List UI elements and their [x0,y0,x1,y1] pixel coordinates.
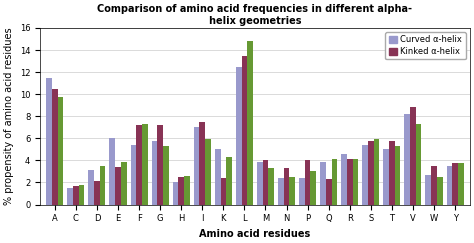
Title: Comparison of amino acid frequencies in different alpha-
helix geometries: Comparison of amino acid frequencies in … [98,4,412,26]
Bar [290,177,295,205]
Bar [426,175,431,205]
Bar [178,177,184,205]
Bar [320,162,326,205]
Bar [226,157,232,205]
Bar [200,122,205,205]
Bar [458,163,464,205]
Bar [284,168,290,205]
Bar [109,138,115,205]
Bar [163,146,169,205]
Bar [347,159,353,205]
Bar [353,159,358,205]
Bar [67,188,73,205]
Bar [341,154,347,205]
Bar [152,140,157,205]
Bar [94,181,100,205]
Bar [416,124,421,205]
Bar [184,176,190,205]
Bar [242,56,247,205]
Bar [89,170,94,205]
Bar [331,159,337,205]
Bar [299,178,305,205]
Bar [136,125,142,205]
Bar [310,172,316,205]
Bar [268,168,274,205]
Bar [437,177,443,205]
Bar [46,78,52,205]
Bar [121,162,127,205]
Bar [389,140,395,205]
Bar [257,162,263,205]
Bar [100,166,106,205]
Bar [362,145,368,205]
Bar [73,186,79,205]
Bar [52,89,58,205]
Bar [58,97,64,205]
Bar [447,166,452,205]
Y-axis label: % propensity of amino acid residues: % propensity of amino acid residues [4,27,14,205]
Bar [142,124,147,205]
Bar [220,178,226,205]
X-axis label: Amino acid residues: Amino acid residues [200,229,310,239]
Bar [410,107,416,205]
Bar [194,127,200,205]
Bar [326,179,331,205]
Bar [452,163,458,205]
Bar [247,41,253,205]
Bar [236,67,242,205]
Bar [215,149,220,205]
Bar [404,114,410,205]
Bar [157,125,163,205]
Bar [278,178,284,205]
Bar [79,185,84,205]
Bar [368,140,374,205]
Bar [431,166,437,205]
Bar [383,149,389,205]
Bar [305,160,310,205]
Bar [115,167,121,205]
Bar [205,139,211,205]
Legend: Curved α-helix, Kinked α-helix: Curved α-helix, Kinked α-helix [385,32,465,59]
Bar [130,145,136,205]
Bar [173,182,178,205]
Bar [374,139,379,205]
Bar [395,146,401,205]
Bar [263,160,268,205]
